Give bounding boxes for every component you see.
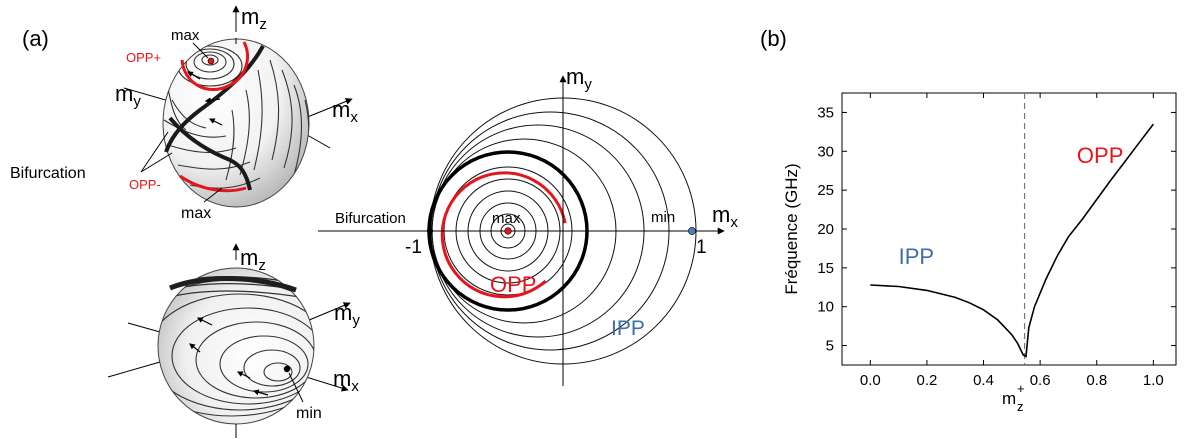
opp-minus-label: OPP- — [129, 177, 161, 192]
disk-ipp-label: IPP — [611, 317, 645, 340]
x-axis-label: m — [1002, 389, 1016, 408]
top-axis-y: my — [115, 81, 141, 110]
top-max-bottom-label: max — [181, 205, 211, 222]
x-axis-label-sub: z — [1017, 399, 1024, 414]
bottom-sphere — [107, 243, 351, 438]
x-tick-label: 0.0 — [860, 372, 881, 389]
x-tick-label: 0.4 — [973, 372, 994, 389]
frequency-curve — [870, 123, 1155, 358]
opp-minus-orbit — [179, 174, 247, 193]
chart-annotation-opp: OPP — [1077, 143, 1123, 168]
top-axis-z: mz — [241, 4, 267, 33]
y-tick-label: 10 — [817, 299, 834, 316]
separatrix-line-2 — [168, 116, 252, 191]
bottom-min-label: min — [296, 405, 322, 422]
disk-opp-label: OPP — [490, 272, 536, 297]
projection-disk — [318, 75, 725, 386]
disk-bifurcation-label: Bifurcation — [335, 210, 406, 227]
bifurcation-dot — [426, 227, 434, 235]
x-tick-label: 0.6 — [1030, 372, 1051, 389]
disk-axis-x-label: mx — [712, 202, 738, 231]
bottom-axis-x: mx — [333, 366, 359, 395]
max-dot-top — [207, 57, 215, 65]
top-sphere — [123, 5, 353, 208]
disk-max-label: max — [492, 210, 521, 227]
opp-plus-label: OPP+ — [126, 50, 161, 65]
opp-orbit — [440, 171, 567, 299]
panel-a-label: (a) — [22, 26, 49, 51]
disk-axis-y-label: my — [566, 64, 592, 93]
top-bifurcation-label: Bifurcation — [10, 165, 86, 182]
y-axis-label: Fréquence (GHz) — [782, 163, 801, 294]
x-tick-label: 0.8 — [1086, 372, 1107, 389]
min-dot-sphere — [283, 365, 291, 373]
disk-one: 1 — [696, 237, 707, 258]
y-tick-label: 5 — [826, 338, 834, 355]
y-tick-label: 30 — [817, 143, 834, 160]
plot-frame — [841, 92, 1177, 366]
frequency-chart: 0.0 0.2 0.4 0.6 0.8 1.0 5 10 15 20 25 30 35 IPP OPP Fré… — [782, 92, 1177, 414]
x-axis-label-sup: + — [1017, 381, 1025, 396]
top-max-label: max — [171, 27, 200, 44]
max-dot-disk — [504, 227, 512, 235]
disk-minus-one: -1 — [405, 237, 422, 258]
x-tick-label: 1.0 — [1143, 372, 1164, 389]
y-tick-label: 15 — [817, 260, 834, 277]
bottom-axis-z: mz — [240, 245, 266, 274]
y-tick-label: 25 — [817, 182, 834, 199]
disk-min-label: min — [651, 209, 675, 226]
top-axis-x: mx — [332, 97, 358, 126]
min-dot-disk — [688, 227, 696, 235]
x-tick-label: 0.2 — [916, 372, 937, 389]
bottom-axis-y: my — [334, 300, 360, 329]
panel-b-label: (b) — [760, 26, 787, 51]
y-tick-label: 20 — [817, 221, 834, 238]
chart-annotation-ipp: IPP — [899, 244, 934, 269]
y-tick-label: 35 — [817, 104, 834, 121]
separatrix-line — [164, 45, 265, 153]
bottom-sphere-cap — [169, 276, 297, 293]
